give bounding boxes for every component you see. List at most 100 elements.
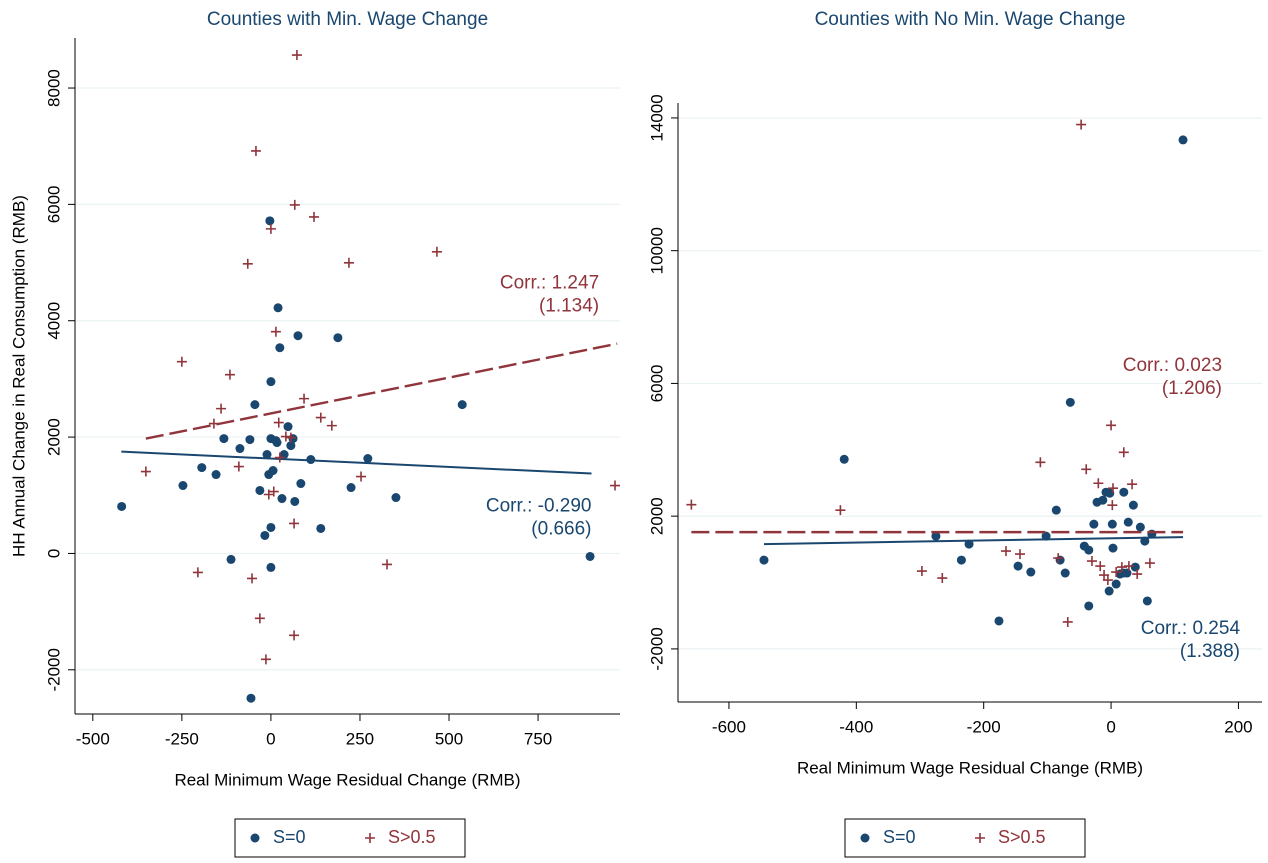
point (759, 555, 769, 565)
point (274, 452, 285, 463)
point (235, 444, 245, 454)
point (1128, 500, 1138, 510)
legend: S=0 S>0.5 (844, 818, 1086, 858)
legend-marker (975, 833, 985, 843)
point (343, 257, 354, 268)
y-tick-label: -2000 (44, 648, 63, 691)
point (1140, 536, 1150, 546)
point (1099, 570, 1110, 581)
point (363, 454, 373, 464)
x-tick-label: -200 (967, 717, 1001, 736)
point (1104, 586, 1114, 596)
point (937, 573, 948, 584)
point (1122, 568, 1132, 578)
fit-line (763, 536, 1184, 546)
point (268, 486, 279, 497)
point (1107, 519, 1117, 529)
point (262, 450, 272, 460)
legend-marker (860, 833, 870, 843)
point (585, 551, 595, 561)
point (931, 531, 941, 541)
y-tick-label: 6000 (647, 365, 666, 403)
x-tick-label: 0 (1106, 717, 1115, 736)
point (260, 530, 270, 540)
point (1060, 568, 1070, 578)
y-tick-label: 8000 (44, 69, 63, 107)
annotation: (1.388) (1180, 641, 1240, 662)
point (197, 463, 207, 473)
point (1035, 457, 1046, 468)
point (457, 400, 467, 410)
point (273, 303, 283, 313)
y-tick-label: 14000 (647, 94, 666, 141)
chart-title: Counties with Min. Wage Change (207, 9, 488, 30)
point (117, 501, 127, 511)
point (391, 493, 401, 503)
point (1062, 616, 1073, 627)
point (286, 441, 296, 451)
x-tick-label: -600 (712, 717, 746, 736)
point (1014, 549, 1025, 560)
y-axis-label: HH Annual Change in Real Consumption (RM… (9, 195, 28, 557)
x-tick-label: 250 (346, 729, 374, 748)
point (291, 50, 302, 61)
point (1127, 479, 1138, 490)
fit-line (145, 342, 618, 440)
annotation: (0.666) (531, 519, 591, 540)
point (382, 559, 393, 570)
point (288, 434, 298, 444)
point (1130, 562, 1140, 572)
point (265, 223, 276, 234)
point (1105, 488, 1115, 498)
x-axis-label: Real Minimum Wage Residual Change (RMB) (174, 770, 520, 789)
y-tick-label: 6000 (44, 185, 63, 223)
legend-label: S>0.5 (388, 827, 436, 847)
point (315, 412, 326, 423)
point (250, 145, 261, 156)
point (226, 554, 236, 564)
point (1142, 596, 1152, 606)
point (1144, 558, 1155, 569)
y-tick-label: 4000 (44, 302, 63, 340)
x-tick-label: -250 (165, 729, 199, 748)
point (272, 438, 282, 448)
point (839, 454, 849, 464)
chart-title: Counties with No Min. Wage Change (815, 9, 1126, 30)
x-tick-label: 500 (435, 729, 463, 748)
legend-marker (250, 833, 260, 843)
point (1026, 567, 1036, 577)
point (1065, 397, 1075, 407)
point (293, 331, 303, 341)
point (1000, 546, 1011, 557)
point (289, 518, 300, 529)
point (1111, 579, 1121, 589)
point (192, 567, 203, 578)
point (610, 480, 621, 491)
point (245, 435, 255, 445)
point (1107, 483, 1118, 494)
point (273, 417, 284, 428)
point (266, 562, 276, 572)
point (250, 400, 260, 410)
point (346, 483, 356, 493)
legend-label: S=0 (883, 827, 916, 847)
point (242, 258, 253, 269)
point (1123, 517, 1133, 527)
legend-label: S=0 (273, 827, 306, 847)
point (1081, 464, 1092, 475)
point (265, 216, 275, 226)
point (255, 485, 265, 495)
point (1013, 561, 1023, 571)
point (1119, 487, 1129, 497)
point (1095, 561, 1106, 572)
point (1111, 567, 1122, 578)
chart: Counties with No Min. Wage Change-200020… (647, 9, 1262, 858)
annotation: (1.134) (539, 296, 599, 317)
point (1098, 495, 1108, 505)
annotation: (1.206) (1162, 378, 1222, 399)
point (266, 377, 276, 387)
y-tick-label: 2000 (44, 418, 63, 456)
point (1086, 556, 1097, 567)
point (1076, 119, 1087, 130)
